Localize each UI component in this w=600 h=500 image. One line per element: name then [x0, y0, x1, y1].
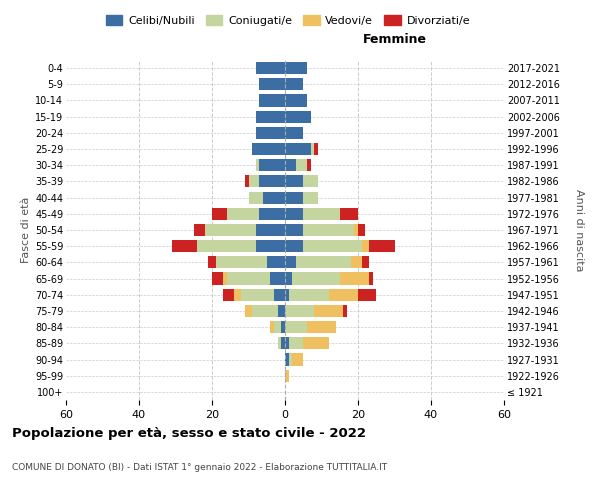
- Bar: [314, 143, 318, 155]
- Bar: [205, 224, 256, 236]
- Bar: [252, 143, 285, 155]
- Text: Femmine: Femmine: [362, 34, 427, 46]
- Bar: [271, 272, 285, 284]
- Bar: [223, 288, 234, 301]
- Bar: [285, 94, 307, 106]
- Bar: [369, 272, 373, 284]
- Bar: [369, 240, 395, 252]
- Bar: [296, 159, 307, 172]
- Bar: [285, 272, 292, 284]
- Bar: [259, 159, 285, 172]
- Bar: [314, 305, 343, 317]
- Bar: [263, 192, 285, 203]
- Bar: [289, 354, 292, 366]
- Bar: [303, 192, 318, 203]
- Bar: [248, 192, 263, 203]
- Bar: [285, 62, 307, 74]
- Bar: [197, 240, 256, 252]
- Bar: [303, 240, 362, 252]
- Bar: [285, 224, 303, 236]
- Text: COMUNE DI DONATO (BI) - Dati ISTAT 1° gennaio 2022 - Elaborazione TUTTITALIA.IT: COMUNE DI DONATO (BI) - Dati ISTAT 1° ge…: [12, 462, 387, 471]
- Bar: [245, 176, 248, 188]
- Bar: [212, 272, 223, 284]
- Bar: [241, 288, 274, 301]
- Bar: [289, 288, 329, 301]
- Bar: [172, 240, 197, 252]
- Bar: [215, 256, 267, 268]
- Bar: [281, 338, 285, 349]
- Bar: [285, 338, 289, 349]
- Bar: [223, 272, 227, 284]
- Bar: [289, 338, 303, 349]
- Bar: [285, 143, 311, 155]
- Bar: [278, 305, 285, 317]
- Bar: [285, 256, 296, 268]
- Legend: Celibi/Nubili, Coniugati/e, Vedovi/e, Divorziati/e: Celibi/Nubili, Coniugati/e, Vedovi/e, Di…: [101, 10, 475, 30]
- Bar: [227, 208, 259, 220]
- Bar: [285, 370, 289, 382]
- Bar: [259, 176, 285, 188]
- Bar: [362, 240, 369, 252]
- Bar: [274, 321, 281, 333]
- Bar: [248, 176, 259, 188]
- Bar: [362, 256, 369, 268]
- Bar: [252, 305, 278, 317]
- Bar: [285, 192, 303, 203]
- Bar: [285, 127, 303, 139]
- Bar: [303, 176, 318, 188]
- Bar: [303, 224, 355, 236]
- Bar: [358, 224, 365, 236]
- Bar: [350, 256, 362, 268]
- Bar: [259, 94, 285, 106]
- Bar: [340, 208, 358, 220]
- Bar: [296, 256, 350, 268]
- Bar: [285, 110, 311, 122]
- Bar: [256, 159, 259, 172]
- Bar: [267, 256, 285, 268]
- Bar: [259, 208, 285, 220]
- Bar: [311, 143, 314, 155]
- Bar: [307, 159, 311, 172]
- Bar: [303, 208, 340, 220]
- Bar: [208, 256, 215, 268]
- Bar: [292, 272, 340, 284]
- Bar: [256, 240, 285, 252]
- Bar: [285, 78, 303, 90]
- Bar: [340, 272, 369, 284]
- Bar: [285, 288, 289, 301]
- Bar: [285, 321, 307, 333]
- Bar: [245, 305, 252, 317]
- Bar: [274, 288, 285, 301]
- Bar: [303, 338, 329, 349]
- Text: Popolazione per età, sesso e stato civile - 2022: Popolazione per età, sesso e stato civil…: [12, 428, 366, 440]
- Bar: [278, 338, 281, 349]
- Y-axis label: Fasce di età: Fasce di età: [20, 197, 31, 263]
- Bar: [259, 78, 285, 90]
- Bar: [256, 110, 285, 122]
- Bar: [256, 62, 285, 74]
- Bar: [256, 224, 285, 236]
- Bar: [343, 305, 347, 317]
- Y-axis label: Anni di nascita: Anni di nascita: [574, 188, 584, 271]
- Bar: [285, 240, 303, 252]
- Bar: [355, 224, 358, 236]
- Bar: [194, 224, 205, 236]
- Bar: [358, 288, 376, 301]
- Bar: [271, 321, 274, 333]
- Bar: [292, 354, 303, 366]
- Bar: [212, 208, 227, 220]
- Bar: [285, 208, 303, 220]
- Bar: [329, 288, 358, 301]
- Bar: [285, 305, 314, 317]
- Bar: [281, 321, 285, 333]
- Bar: [234, 288, 241, 301]
- Bar: [285, 354, 289, 366]
- Bar: [307, 321, 336, 333]
- Bar: [256, 127, 285, 139]
- Bar: [227, 272, 271, 284]
- Bar: [285, 176, 303, 188]
- Bar: [285, 159, 296, 172]
